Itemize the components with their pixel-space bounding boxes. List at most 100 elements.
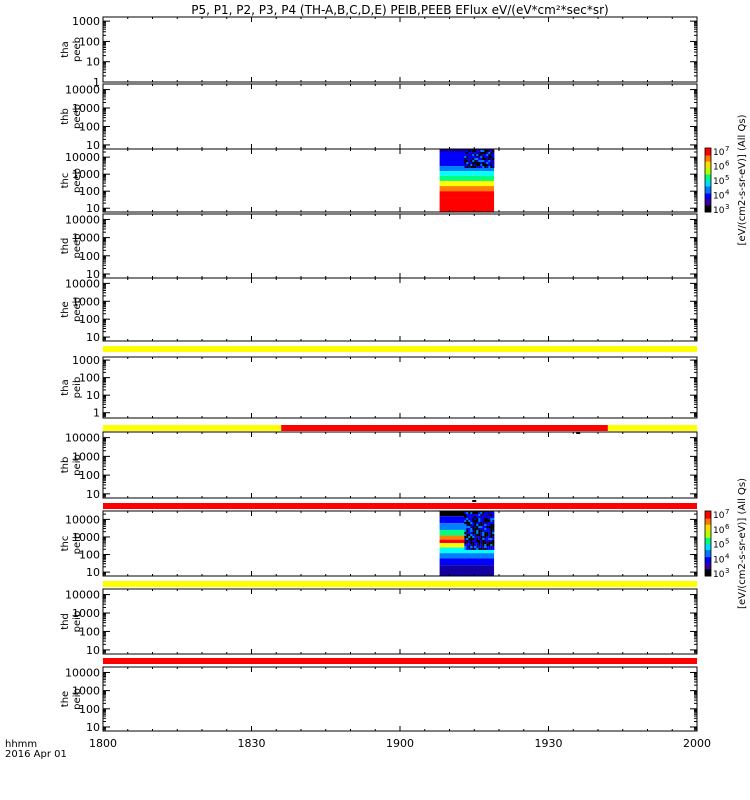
colorbar-cell: [705, 166, 711, 168]
colorbar-cell: [705, 169, 711, 171]
spectrum-noise: [492, 156, 495, 158]
spectrum-noise: [482, 536, 485, 538]
spectrum-noise: [488, 542, 491, 544]
colorbar-cell: [705, 176, 711, 178]
spectrum-noise: [476, 536, 479, 538]
time-axis: hhmm 2016 Apr 01 1800 1830 1900 1930 2000: [5, 737, 711, 760]
spectrum-noise: [466, 528, 469, 530]
colorbar-frame: [704, 147, 712, 213]
y-tick-label: 10000: [65, 213, 100, 226]
spectrum-noise: [486, 530, 489, 532]
spectrum-noise: [482, 530, 485, 532]
spectrum-noise: [464, 518, 467, 520]
spectrum-noise: [472, 152, 475, 154]
spectrum-noise: [468, 530, 471, 532]
spectrum-noise: [470, 536, 473, 538]
spectrum-noise: [466, 512, 469, 514]
spectrum-noise: [474, 526, 477, 528]
spectrum-noise: [474, 518, 477, 520]
spectrum-noise: [474, 532, 477, 534]
spectrum-noise: [474, 162, 477, 164]
spectrum-noise: [464, 530, 467, 532]
spectrum-noise: [480, 156, 483, 158]
colorbar-tick-label: 10: [713, 148, 725, 158]
spectrum-noise: [470, 534, 473, 536]
spectrum-noise: [474, 546, 477, 548]
spectrum-noise: [474, 160, 477, 162]
colorbar-cell: [705, 519, 711, 521]
y-tick-label: 1: [93, 76, 100, 89]
spectrum-noise: [484, 548, 487, 550]
colorbar-cell: [705, 533, 711, 535]
spectrum-noise: [486, 154, 489, 156]
spectrum-noise: [484, 518, 487, 520]
y-tick-label: 1000: [72, 607, 100, 620]
colorbar-cell: [705, 528, 711, 530]
spectrum-noise: [484, 544, 487, 546]
spectrum-noise: [476, 534, 479, 536]
colorbar-cell: [705, 192, 711, 194]
colorbar-label: [eV/(cm2-s-sr-eV)] (All Qs): [737, 478, 748, 609]
spectrum-noise: [476, 154, 479, 156]
colorbar-cell: [705, 184, 711, 186]
colorbar-cell: [705, 572, 711, 575]
colorbar-cell: [705, 174, 711, 176]
spectrum-noise: [476, 544, 479, 546]
spectrum-noise: [492, 532, 495, 534]
colorbar-frame: [704, 510, 712, 577]
spectrum-noise: [464, 514, 467, 516]
y-tick-label: 10000: [65, 589, 100, 602]
spectrum-noise: [472, 158, 475, 160]
spectrum-noise: [490, 544, 493, 546]
spectrum-noise: [490, 162, 493, 164]
spectrum-noise: [478, 546, 481, 548]
panel-thd-peeb: 10 100 1000 10000 thd peeb: [60, 213, 698, 281]
spectrum-noise: [490, 540, 493, 542]
spectrum-noise: [478, 166, 481, 168]
spectrum-noise: [466, 152, 469, 154]
spectrum-noise: [482, 524, 485, 526]
spectrum-noise: [490, 548, 493, 550]
spectrum-noise: [466, 522, 469, 524]
colorbar-cell: [705, 181, 711, 183]
spectrum-noise: [484, 528, 487, 530]
spectrum-noise: [474, 540, 477, 542]
spectrum-noise: [476, 516, 479, 518]
spectrum-noise: [474, 150, 477, 152]
spectrum-noise: [488, 156, 491, 158]
spectrum-noise: [490, 516, 493, 518]
spectrum-noise: [466, 156, 469, 158]
spectrum-noise: [480, 514, 483, 516]
spectrum-noise: [480, 154, 483, 156]
spectrum-noise: [466, 526, 469, 528]
spectrum-noise: [492, 514, 495, 516]
panel-thc-peib: 10 100 1000 10000 thc peib: [60, 510, 698, 579]
spectrum-noise: [488, 154, 491, 156]
spectrum-noise: [486, 542, 489, 544]
spectrum-noise: [470, 160, 473, 162]
panel-frame: [102, 277, 698, 342]
spectrum-noise: [472, 528, 475, 530]
colorbar-cell: [705, 159, 711, 161]
figure-title: P5, P1, P2, P3, P4 (TH-A,B,C,D,E) PEIB,P…: [191, 3, 608, 17]
y-tick-label: 100: [79, 469, 100, 482]
panel-thc-peeb: 10 100 1000 10000 thc peeb: [60, 148, 698, 215]
spectrum-noise: [484, 156, 487, 158]
colorbar-cell: [705, 568, 711, 571]
spectrum-noise: [476, 158, 479, 160]
colorbar-cell: [705, 191, 711, 193]
colorbar-cell: [705, 556, 711, 559]
spectrum-noise: [468, 152, 471, 154]
colorbar-cell: [705, 563, 711, 566]
y-tick-label: 10: [86, 389, 100, 402]
spectrum-noise: [492, 548, 495, 550]
colorbar-cell: [705, 515, 711, 517]
spectrum-noise: [472, 522, 475, 524]
spectrum-noise: [464, 526, 467, 528]
spectrum-noise: [476, 542, 479, 544]
spectrum-noise: [470, 518, 473, 520]
spectrum-noise: [488, 522, 491, 524]
colorbar-cell: [705, 206, 711, 208]
spectrum-noise: [464, 548, 467, 550]
spectrum-noise: [480, 518, 483, 520]
